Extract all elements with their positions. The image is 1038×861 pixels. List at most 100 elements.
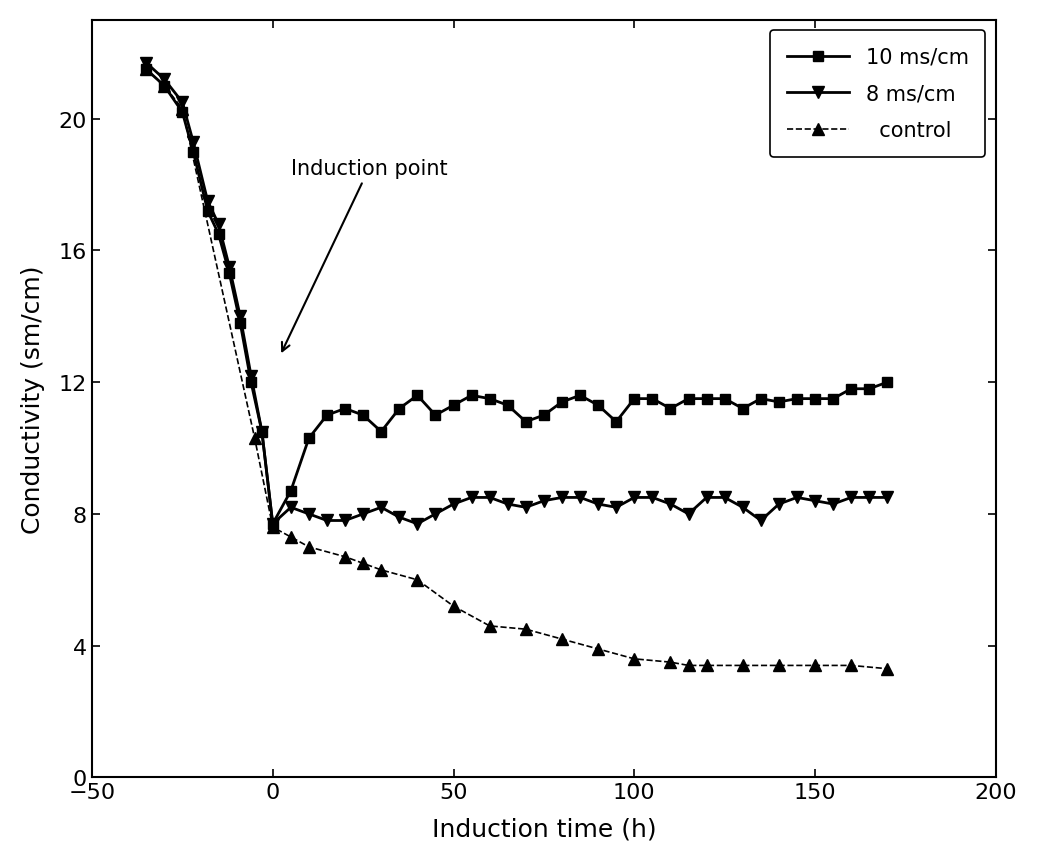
10 ms/cm <box>701 394 713 405</box>
10 ms/cm <box>610 417 623 427</box>
8 ms/cm <box>284 503 297 513</box>
10 ms/cm <box>234 319 246 329</box>
8 ms/cm <box>646 492 658 503</box>
  control <box>267 523 279 533</box>
8 ms/cm <box>772 499 785 510</box>
10 ms/cm <box>176 108 189 118</box>
8 ms/cm <box>393 512 406 523</box>
Line: 8 ms/cm: 8 ms/cm <box>140 58 894 530</box>
8 ms/cm <box>140 59 153 69</box>
Line: 10 ms/cm: 10 ms/cm <box>141 65 893 529</box>
8 ms/cm <box>465 492 477 503</box>
  control <box>809 660 821 671</box>
10 ms/cm <box>827 394 840 405</box>
10 ms/cm <box>223 269 236 279</box>
10 ms/cm <box>484 394 496 405</box>
  control <box>737 660 749 671</box>
10 ms/cm <box>187 147 199 158</box>
8 ms/cm <box>447 499 460 510</box>
8 ms/cm <box>158 75 170 85</box>
Line:   control: control <box>140 64 894 675</box>
  control <box>682 660 694 671</box>
  control <box>484 621 496 631</box>
10 ms/cm <box>429 411 441 421</box>
8 ms/cm <box>701 492 713 503</box>
8 ms/cm <box>255 427 268 437</box>
8 ms/cm <box>737 503 749 513</box>
  control <box>701 660 713 671</box>
8 ms/cm <box>303 509 316 519</box>
8 ms/cm <box>718 492 731 503</box>
10 ms/cm <box>772 397 785 407</box>
  control <box>140 65 153 75</box>
8 ms/cm <box>187 138 199 148</box>
  control <box>284 532 297 542</box>
8 ms/cm <box>809 496 821 506</box>
  control <box>303 542 316 553</box>
8 ms/cm <box>357 509 370 519</box>
8 ms/cm <box>845 492 857 503</box>
10 ms/cm <box>321 411 333 421</box>
  control <box>845 660 857 671</box>
  control <box>664 657 677 667</box>
10 ms/cm <box>284 486 297 497</box>
8 ms/cm <box>375 503 387 513</box>
10 ms/cm <box>881 377 894 387</box>
8 ms/cm <box>555 492 568 503</box>
8 ms/cm <box>411 519 424 530</box>
10 ms/cm <box>809 394 821 405</box>
10 ms/cm <box>664 404 677 414</box>
8 ms/cm <box>881 492 894 503</box>
10 ms/cm <box>465 391 477 401</box>
  control <box>592 644 604 654</box>
10 ms/cm <box>592 400 604 411</box>
10 ms/cm <box>646 394 658 405</box>
  control <box>772 660 785 671</box>
8 ms/cm <box>213 220 225 230</box>
10 ms/cm <box>501 400 514 411</box>
10 ms/cm <box>411 391 424 401</box>
  control <box>176 104 189 115</box>
8 ms/cm <box>338 516 351 526</box>
10 ms/cm <box>845 384 857 394</box>
8 ms/cm <box>484 492 496 503</box>
10 ms/cm <box>737 404 749 414</box>
10 ms/cm <box>555 397 568 407</box>
10 ms/cm <box>158 82 170 92</box>
  control <box>555 635 568 645</box>
8 ms/cm <box>574 492 586 503</box>
8 ms/cm <box>520 503 532 513</box>
8 ms/cm <box>234 312 246 322</box>
10 ms/cm <box>863 384 875 394</box>
  control <box>411 575 424 585</box>
8 ms/cm <box>176 98 189 108</box>
  control <box>628 653 640 664</box>
10 ms/cm <box>447 400 460 411</box>
  control <box>248 433 261 443</box>
8 ms/cm <box>201 196 214 207</box>
10 ms/cm <box>255 427 268 437</box>
8 ms/cm <box>827 499 840 510</box>
10 ms/cm <box>755 394 767 405</box>
10 ms/cm <box>375 427 387 437</box>
8 ms/cm <box>429 509 441 519</box>
  control <box>158 82 170 92</box>
10 ms/cm <box>628 394 640 405</box>
10 ms/cm <box>682 394 694 405</box>
  control <box>447 601 460 611</box>
10 ms/cm <box>267 519 279 530</box>
8 ms/cm <box>755 516 767 526</box>
10 ms/cm <box>791 394 803 405</box>
10 ms/cm <box>201 207 214 217</box>
10 ms/cm <box>213 230 225 240</box>
X-axis label: Induction time (h): Induction time (h) <box>432 816 656 840</box>
  control <box>881 664 894 674</box>
10 ms/cm <box>574 391 586 401</box>
8 ms/cm <box>682 509 694 519</box>
10 ms/cm <box>140 65 153 75</box>
8 ms/cm <box>538 496 550 506</box>
Legend: 10 ms/cm, 8 ms/cm,   control: 10 ms/cm, 8 ms/cm, control <box>770 31 985 158</box>
8 ms/cm <box>267 519 279 530</box>
10 ms/cm <box>245 377 257 387</box>
8 ms/cm <box>245 371 257 381</box>
